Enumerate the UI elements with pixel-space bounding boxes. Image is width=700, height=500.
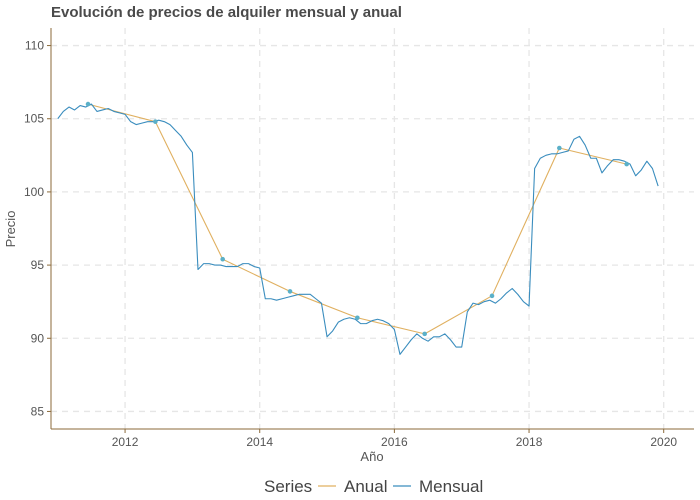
anual-point bbox=[287, 289, 293, 294]
anual-point bbox=[557, 145, 562, 151]
legend-label-anual: Anual bbox=[344, 477, 387, 496]
anual-point bbox=[355, 315, 360, 321]
y-tick-label: 90 bbox=[31, 331, 45, 345]
anual-point bbox=[489, 293, 495, 299]
axes bbox=[50, 28, 694, 430]
anual-point bbox=[220, 256, 225, 262]
series-layer bbox=[57, 101, 659, 355]
grid-lines bbox=[51, 28, 694, 429]
legend-label-mensual: Mensual bbox=[419, 477, 483, 496]
anual-point bbox=[422, 331, 427, 337]
x-axis-label: Año bbox=[360, 449, 383, 464]
y-tick-label: 95 bbox=[31, 258, 45, 272]
x-tick-label: 2012 bbox=[112, 435, 139, 449]
x-tick-label: 2014 bbox=[246, 435, 273, 449]
y-tick-label: 105 bbox=[24, 112, 44, 126]
x-tick-label: 2018 bbox=[516, 435, 543, 449]
y-tick-label: 100 bbox=[24, 185, 44, 199]
x-tick-label: 2020 bbox=[650, 435, 677, 449]
y-tick-label: 85 bbox=[31, 404, 45, 418]
y-axis-label: Precio bbox=[3, 211, 18, 248]
tick-labels: 85 90 95 100 105 110 2012 2014 2016 2018 2020 bbox=[24, 39, 677, 449]
series-line-mensual bbox=[57, 103, 659, 355]
legend-title: Series bbox=[264, 477, 312, 496]
x-tick-label: 2016 bbox=[381, 435, 408, 449]
anual-point bbox=[624, 161, 629, 167]
anual-point bbox=[85, 101, 91, 107]
anual-point bbox=[153, 119, 158, 124]
series-line-anual bbox=[87, 103, 627, 335]
legend: Series Anual Mensual bbox=[264, 477, 483, 496]
y-tick-label: 110 bbox=[25, 39, 44, 53]
chart-title: Evolución de precios de alquiler mensual… bbox=[51, 4, 402, 21]
